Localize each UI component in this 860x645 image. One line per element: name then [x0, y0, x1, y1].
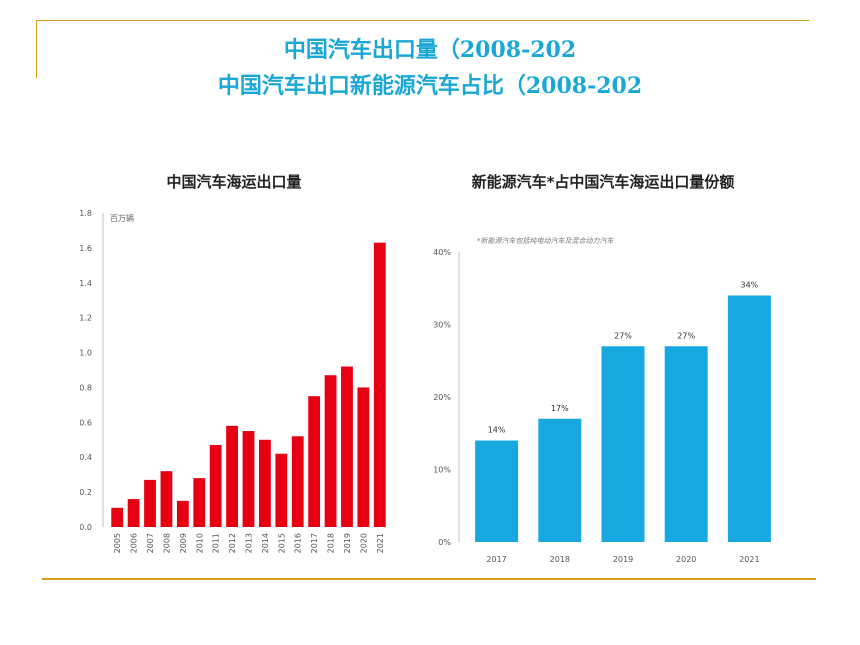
bar	[259, 439, 271, 527]
y-tick-label: 1.8	[80, 209, 92, 218]
x-tick-label: 2010	[195, 533, 204, 553]
bar	[727, 295, 771, 542]
y-unit-label: 百万辆	[110, 213, 134, 223]
y-tick-label: 0.0	[80, 523, 92, 532]
x-tick-label: 2016	[294, 533, 303, 553]
x-tick-label: 2012	[228, 533, 237, 553]
y-tick-label: 20%	[433, 393, 451, 402]
chart-footnote: *新能源汽车包括纯电动汽车及混合动力汽车	[477, 237, 614, 245]
x-tick-label: 2017	[310, 533, 319, 553]
slide-title-line-1: 中国汽车出口量（2008-202	[283, 37, 577, 63]
x-tick-label: 2015	[277, 533, 286, 553]
y-tick-label: 10%	[433, 466, 451, 475]
y-tick-label: 1.4	[80, 279, 92, 288]
y-tick-label: 40%	[433, 248, 451, 257]
y-tick-label: 1.2	[80, 314, 92, 323]
x-tick-label: 2019	[613, 555, 633, 564]
bar	[475, 440, 519, 542]
bar	[341, 366, 353, 527]
y-tick-label: 0.8	[80, 383, 92, 392]
y-tick-label: 0.4	[80, 453, 92, 462]
data-label: 17%	[551, 404, 569, 413]
bar	[324, 375, 337, 527]
bar	[357, 387, 370, 527]
bar	[291, 436, 304, 527]
nev-share-chart: 新能源汽车*占中国汽车海运出口量份额 *新能源汽车包括纯电动汽车及混合动力汽车 0%…	[433, 173, 771, 564]
bottom-rule	[42, 578, 816, 580]
x-tick-label: 2017	[486, 555, 506, 564]
bar	[193, 478, 206, 527]
y-tick-label: 0%	[438, 538, 451, 547]
x-tick-label: 2008	[162, 533, 171, 553]
x-tick-label: 2005	[113, 533, 122, 553]
bar	[176, 500, 189, 527]
bar	[373, 242, 386, 527]
bar	[664, 346, 708, 542]
chart-title: 中国汽车海运出口量	[166, 173, 301, 191]
bar	[144, 479, 156, 527]
data-label: 34%	[741, 281, 759, 290]
x-tick-label: 2007	[146, 533, 155, 553]
x-tick-label: 2020	[359, 533, 368, 553]
y-tick-label: 1.6	[80, 244, 92, 253]
y-tick-label: 0.2	[80, 488, 92, 497]
x-tick-label: 2019	[343, 533, 352, 553]
left-rule	[36, 20, 37, 78]
data-label: 14%	[488, 426, 506, 435]
x-tick-label: 2013	[245, 533, 254, 553]
x-tick-label: 2006	[130, 533, 139, 553]
data-label: 27%	[677, 331, 695, 340]
bar	[127, 499, 140, 527]
bar	[308, 396, 321, 527]
bar	[275, 453, 288, 527]
bar	[538, 418, 582, 542]
slide-title-line-2: 中国汽车出口新能源汽车占比（2008-202	[217, 73, 643, 99]
bar	[111, 507, 124, 527]
x-tick-label: 2009	[179, 533, 188, 553]
x-tick-label: 2018	[550, 555, 570, 564]
x-tick-label: 2011	[212, 533, 221, 553]
y-tick-label: 0.6	[80, 418, 92, 427]
bar	[242, 431, 255, 527]
data-label: 27%	[614, 331, 632, 340]
y-tick-label: 30%	[433, 321, 451, 330]
y-tick-label: 1.0	[80, 349, 92, 358]
bar	[160, 471, 173, 527]
x-tick-label: 2021	[739, 555, 759, 564]
bar	[209, 445, 222, 527]
bar	[226, 425, 238, 527]
bar	[601, 346, 645, 542]
chart-title: 新能源汽车*占中国汽车海运出口量份额	[472, 173, 735, 191]
x-tick-label: 2018	[327, 533, 336, 553]
top-rule	[36, 20, 810, 21]
x-tick-label: 2021	[376, 533, 385, 553]
x-tick-label: 2014	[261, 533, 270, 553]
x-tick-label: 2020	[676, 555, 696, 564]
